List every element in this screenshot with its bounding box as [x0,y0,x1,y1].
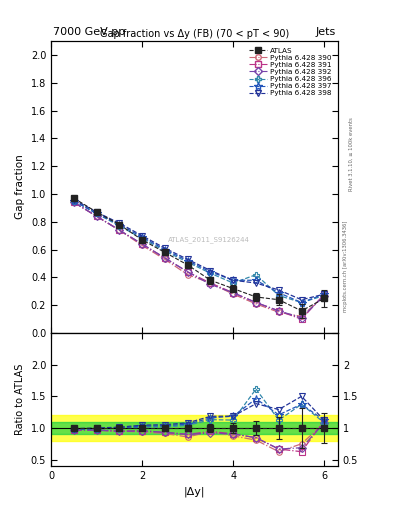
Text: Jets: Jets [316,27,336,37]
Y-axis label: Ratio to ATLAS: Ratio to ATLAS [15,364,25,435]
Text: 7000 GeV pp: 7000 GeV pp [53,27,125,37]
Legend: ATLAS, Pythia 6.428 390, Pythia 6.428 391, Pythia 6.428 392, Pythia 6.428 396, P: ATLAS, Pythia 6.428 390, Pythia 6.428 39… [246,45,334,99]
Text: mcplots.cern.ch [arXiv:1306.3436]: mcplots.cern.ch [arXiv:1306.3436] [343,221,347,312]
Title: Gap fraction vs Δy (FB) (70 < pT < 90): Gap fraction vs Δy (FB) (70 < pT < 90) [100,29,289,39]
Text: ATLAS_2011_S9126244: ATLAS_2011_S9126244 [168,236,250,243]
Y-axis label: Gap fraction: Gap fraction [15,155,25,220]
X-axis label: |Δy|: |Δy| [184,486,205,497]
Text: Rivet 3.1.10, ≥ 100k events: Rivet 3.1.10, ≥ 100k events [349,117,354,190]
